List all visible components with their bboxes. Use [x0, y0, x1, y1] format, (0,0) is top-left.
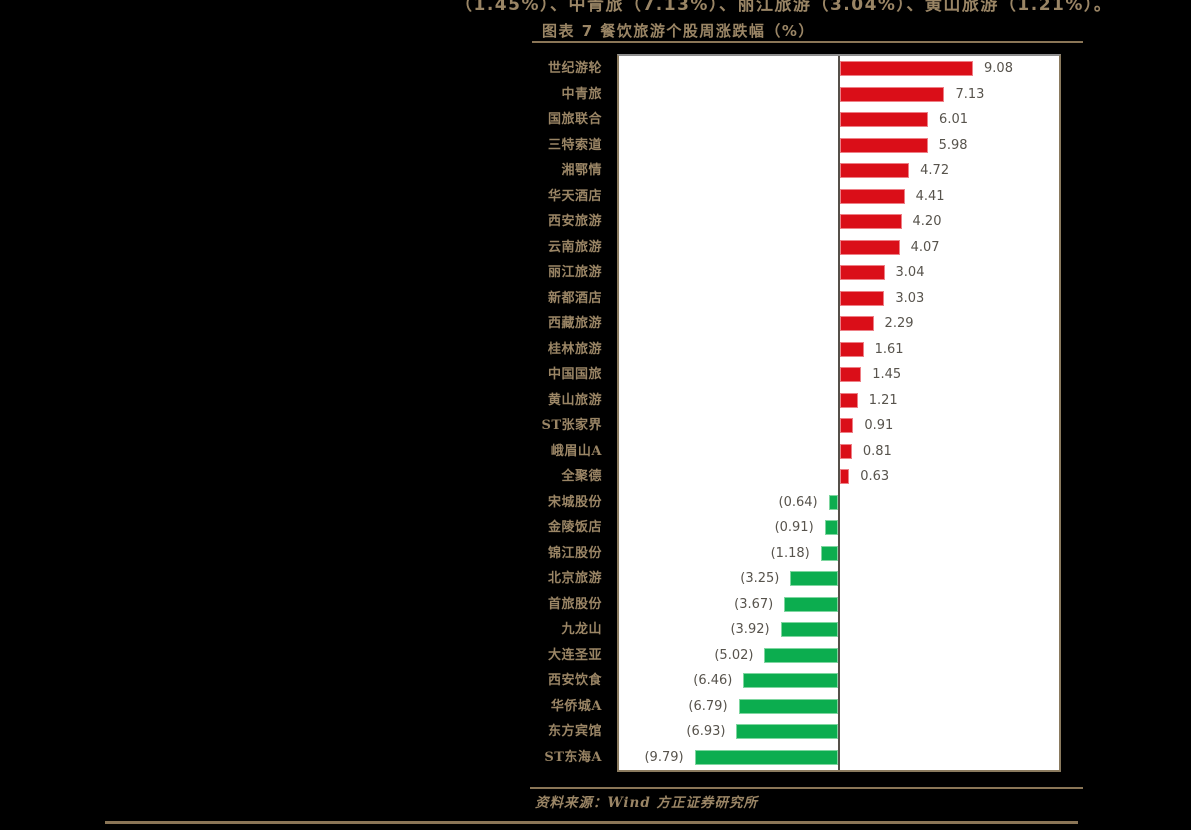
category-label: 三特索道: [547, 137, 602, 153]
page-footer-rule-line: [105, 821, 1078, 824]
category-label: 锦江股份: [547, 545, 602, 561]
category-label: 宋城股份: [547, 494, 602, 510]
positive-bar: [840, 188, 905, 204]
positive-bar: [840, 163, 910, 179]
bar-value-label: 3.04: [895, 265, 925, 281]
bar-value-label: 6.01: [939, 112, 968, 128]
bar-value-label: (3.67): [734, 596, 774, 612]
negative-bar: [694, 749, 838, 765]
bar-value-label: 9.08: [984, 61, 1013, 77]
category-label: 云南旅游: [547, 239, 602, 255]
positive-bar: [840, 443, 852, 459]
category-label: 北京旅游: [547, 571, 602, 586]
clipped-paragraph-text: （1.45%）、中青旅（7.13%）、丽江旅游（3.04%）、黄山旅游（1.21…: [455, 0, 1113, 15]
bar-value-label: 7.13: [955, 86, 985, 102]
positive-bar: [840, 290, 885, 306]
bar-value-label: (0.91): [774, 520, 814, 536]
chart-plot-area: 9.08 7.13 6.01 5.98 4.72 4.41 4.20 4.07 3.04 3.03…: [617, 54, 1061, 772]
negative-bar: [764, 647, 838, 663]
category-label: 金陵饭店: [547, 520, 602, 535]
bar-value-label: 5.98: [938, 137, 968, 153]
data-source-note: 资料来源：Wind 方正证券研究所: [535, 795, 759, 811]
bar-value-label: 2.29: [884, 316, 914, 332]
category-label: 中国国旅: [547, 367, 602, 382]
figure-title: 图表 7 餐饮旅游个股周涨跌幅（%）: [542, 22, 815, 40]
bar-value-label: (9.79): [644, 749, 684, 765]
bar-value-label: 3.03: [895, 290, 925, 306]
bar-value-label: (5.02): [714, 647, 754, 663]
category-label: 大连圣亚: [547, 647, 602, 663]
bar-value-label: 4.07: [910, 239, 940, 255]
bar-value-label: (1.18): [770, 545, 810, 561]
category-label: 华侨城A: [550, 698, 602, 714]
positive-bar: [840, 316, 874, 332]
category-label: 西藏旅游: [547, 316, 602, 331]
category-axis: 世纪游轮中青旅国旅联合三特索道湘鄂情华天酒店西安旅游云南旅游丽江旅游新都酒店西藏…: [0, 56, 602, 770]
bar-value-label: (3.25): [740, 571, 780, 587]
bar-value-label: (6.93): [686, 724, 726, 740]
positive-bar: [840, 214, 902, 230]
positive-bar: [840, 392, 858, 408]
negative-bar: [780, 622, 838, 638]
title-rule-line: [532, 41, 1083, 43]
negative-bar: [824, 520, 838, 536]
negative-bar: [743, 673, 838, 689]
category-label: ST张家界: [541, 418, 602, 433]
category-label: 峨眉山A: [550, 443, 602, 459]
negative-bar: [828, 494, 838, 510]
negative-bar: [790, 571, 838, 587]
negative-bar: [820, 545, 838, 561]
category-label: ST东海A: [544, 749, 602, 765]
bar-value-label: (3.92): [730, 622, 770, 638]
category-label: 世纪游轮: [547, 61, 602, 76]
category-label: 国旅联合: [547, 112, 602, 127]
negative-bar: [736, 724, 838, 740]
bar-value-label: 1.61: [874, 341, 904, 357]
negative-bar: [784, 596, 838, 612]
category-label: 东方宾馆: [547, 724, 602, 739]
positive-bar: [840, 341, 864, 357]
positive-bar: [840, 265, 885, 281]
zero-axis-line: [838, 56, 840, 770]
category-label: 全聚德: [561, 469, 602, 484]
positive-bar: [840, 61, 974, 77]
bar-value-label: 0.91: [864, 418, 894, 434]
category-label: 丽江旅游: [547, 265, 602, 280]
bar-value-label: 0.81: [862, 443, 892, 459]
positive-bar: [840, 367, 862, 383]
category-label: 西安旅游: [547, 214, 602, 229]
positive-bar: [840, 86, 945, 102]
negative-bar: [738, 698, 838, 714]
category-label: 中青旅: [561, 86, 602, 102]
positive-bar: [840, 418, 854, 434]
category-label: 首旅股份: [547, 596, 602, 612]
bar-value-label: 1.45: [872, 367, 902, 383]
category-label: 九龙山: [561, 622, 602, 637]
bar-value-label: 0.63: [860, 469, 890, 485]
bar-value-label: (6.46): [693, 673, 733, 689]
bar-value-label: 1.21: [868, 392, 898, 408]
bar-value-label: (6.79): [688, 698, 728, 714]
category-label: 湘鄂情: [561, 163, 602, 178]
positive-bar: [840, 239, 900, 255]
category-label: 桂林旅游: [547, 341, 602, 357]
positive-bar: [840, 137, 928, 153]
bar-value-label: 4.20: [912, 214, 942, 230]
bar-value-label: 4.72: [920, 163, 950, 179]
bar-value-label: (0.64): [778, 494, 818, 510]
category-label: 华天酒店: [547, 188, 602, 204]
category-label: 新都酒店: [547, 290, 602, 306]
category-label: 西安饮食: [547, 673, 602, 688]
chart-footer-rule-line: [530, 787, 1083, 789]
category-label: 黄山旅游: [547, 392, 602, 408]
positive-bar: [840, 112, 929, 128]
positive-bar: [840, 469, 850, 485]
bar-value-label: 4.41: [915, 188, 945, 204]
